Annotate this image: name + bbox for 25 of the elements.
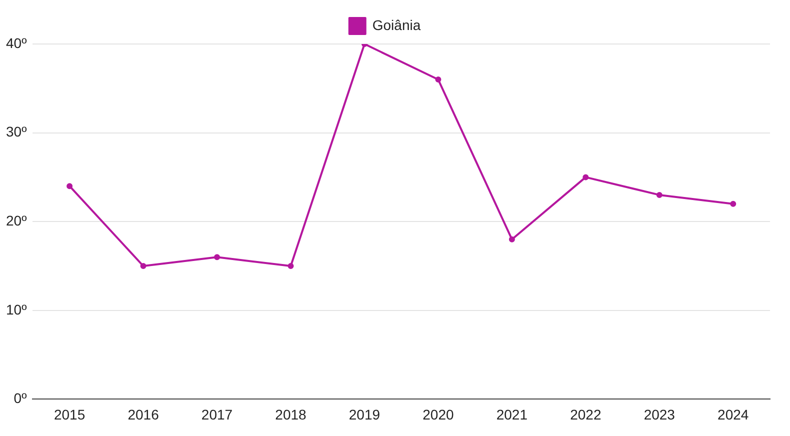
x-tick-label: 2017: [201, 406, 233, 422]
x-tick-label: 2021: [496, 406, 528, 422]
point: [508, 236, 515, 242]
point: [66, 183, 73, 190]
x-tick-label: 2016: [128, 406, 160, 422]
y-tick-label: 20º: [6, 212, 27, 228]
x-tick-label: 2023: [644, 406, 676, 422]
x-tick-label: 2024: [718, 406, 749, 422]
x-tick-label: 2022: [570, 406, 602, 422]
point: [288, 263, 294, 269]
point: [656, 192, 662, 198]
x-tick-label: 2015: [54, 406, 86, 422]
legend-label: Goiânia: [372, 16, 421, 33]
x-tick-label: 2018: [275, 406, 307, 422]
y-tick-label: 30º: [6, 124, 27, 140]
y-tick-label: 0º: [14, 390, 27, 406]
y-tick-label: 40º: [6, 34, 27, 51]
point: [582, 174, 589, 180]
point: [730, 200, 736, 207]
point: [214, 254, 220, 260]
x-tick-label: 2020: [422, 406, 454, 422]
y-tick-label: 10º: [6, 301, 27, 318]
point: [435, 76, 442, 83]
x-tick-label: 2019: [348, 406, 380, 422]
point: [140, 263, 146, 269]
